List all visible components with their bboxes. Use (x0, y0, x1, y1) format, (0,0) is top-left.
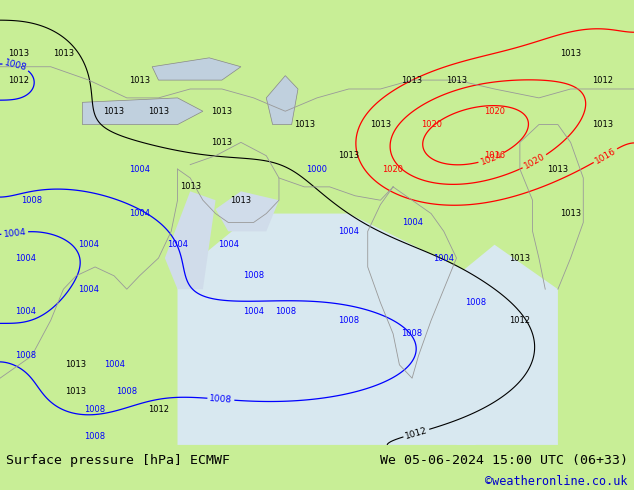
Text: 1004: 1004 (243, 307, 264, 316)
Text: 1008: 1008 (209, 394, 233, 405)
Text: 1013: 1013 (509, 253, 531, 263)
Polygon shape (456, 245, 558, 445)
Text: 1008: 1008 (338, 316, 359, 325)
Text: 1004: 1004 (3, 227, 27, 239)
Text: 1008: 1008 (21, 196, 42, 205)
Text: 1004: 1004 (78, 285, 100, 294)
Text: 1013: 1013 (211, 138, 233, 147)
Text: 1004: 1004 (433, 253, 455, 263)
Text: 1004: 1004 (401, 218, 423, 227)
Text: 1012: 1012 (592, 75, 613, 85)
Text: 1013: 1013 (401, 75, 423, 85)
Text: 1008: 1008 (275, 307, 296, 316)
Text: 1013: 1013 (446, 75, 467, 85)
Text: 1013: 1013 (103, 107, 125, 116)
Text: 1020: 1020 (522, 152, 547, 171)
Text: 1012: 1012 (8, 75, 30, 85)
Text: 1004: 1004 (217, 240, 239, 249)
Text: 1013: 1013 (547, 165, 569, 173)
Text: 1013: 1013 (294, 120, 315, 129)
Text: 1016: 1016 (484, 151, 505, 160)
Text: 1013: 1013 (148, 107, 169, 116)
Text: 1008: 1008 (4, 58, 28, 73)
Polygon shape (82, 98, 203, 124)
Text: 1008: 1008 (243, 271, 264, 280)
Text: 1013: 1013 (53, 49, 74, 58)
Text: 1004: 1004 (129, 165, 150, 173)
Text: 1000: 1000 (306, 165, 328, 173)
Text: We 05-06-2024 15:00 UTC (06+33): We 05-06-2024 15:00 UTC (06+33) (380, 454, 628, 467)
Polygon shape (152, 58, 241, 80)
Text: 1013: 1013 (8, 49, 30, 58)
Text: 1004: 1004 (78, 240, 100, 249)
Text: 1008: 1008 (465, 298, 486, 307)
Text: 1012: 1012 (404, 425, 429, 441)
Text: 1008: 1008 (84, 405, 106, 414)
Text: 1008: 1008 (84, 432, 106, 441)
Text: 1020: 1020 (420, 120, 442, 129)
Text: ©weatheronline.co.uk: ©weatheronline.co.uk (485, 475, 628, 488)
Text: 1004: 1004 (167, 240, 188, 249)
Text: 1013: 1013 (129, 75, 150, 85)
Text: 1008: 1008 (116, 387, 138, 396)
Text: 1004: 1004 (338, 227, 359, 236)
Text: 1024: 1024 (479, 150, 503, 167)
Text: 1016: 1016 (593, 146, 618, 165)
Text: 1020: 1020 (484, 107, 505, 116)
Text: Surface pressure [hPa] ECMWF: Surface pressure [hPa] ECMWF (6, 454, 230, 467)
Text: 1013: 1013 (338, 151, 359, 160)
Text: 1008: 1008 (15, 351, 36, 361)
Text: 1012: 1012 (509, 316, 531, 325)
Polygon shape (165, 191, 216, 289)
Text: 1013: 1013 (211, 107, 233, 116)
Polygon shape (178, 214, 476, 445)
Text: 1004: 1004 (103, 360, 125, 369)
Text: 1013: 1013 (592, 120, 613, 129)
Text: 1013: 1013 (179, 182, 201, 192)
Text: 1013: 1013 (65, 387, 87, 396)
Text: 1013: 1013 (560, 49, 581, 58)
Text: 1004: 1004 (129, 209, 150, 218)
Text: 1004: 1004 (15, 307, 36, 316)
Text: 1004: 1004 (15, 253, 36, 263)
Text: 1013: 1013 (230, 196, 252, 205)
Polygon shape (266, 75, 298, 124)
Text: 1020: 1020 (382, 165, 404, 173)
Text: 1008: 1008 (401, 329, 423, 338)
Text: 1012: 1012 (148, 405, 169, 414)
Text: 1013: 1013 (65, 360, 87, 369)
Text: 1013: 1013 (560, 209, 581, 218)
Polygon shape (216, 191, 279, 231)
Text: 1013: 1013 (370, 120, 391, 129)
